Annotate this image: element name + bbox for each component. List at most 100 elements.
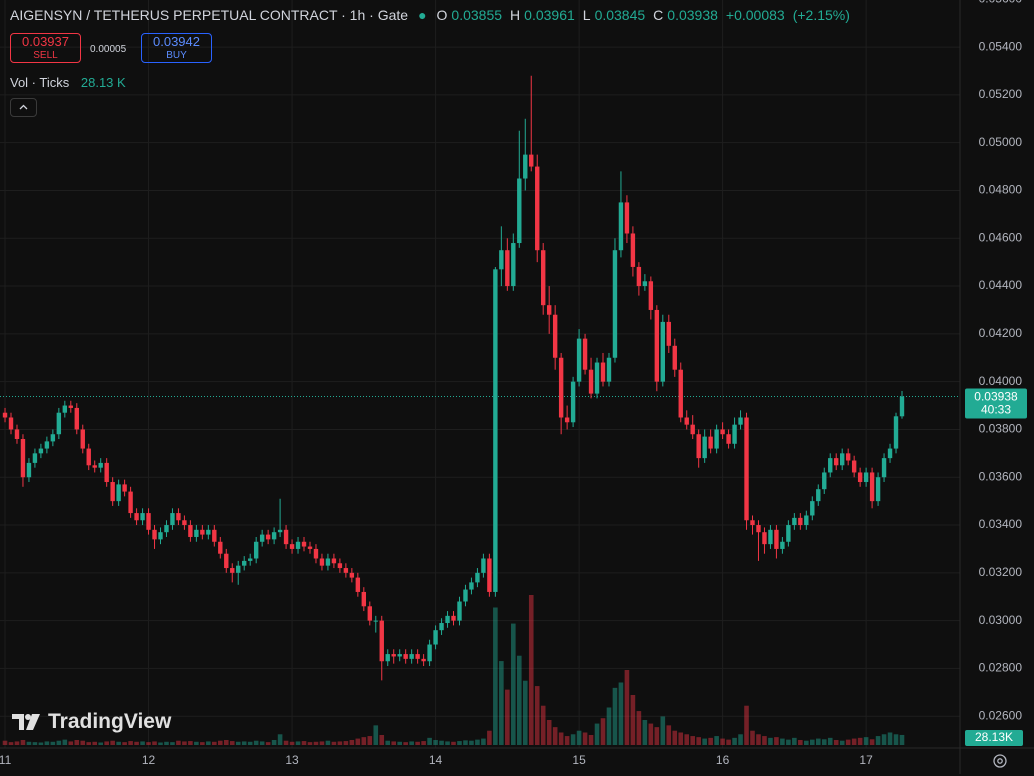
volume-bar — [672, 730, 678, 745]
volume-bar — [62, 739, 68, 745]
candle-body — [756, 525, 761, 533]
ohlc-value: 0.03961 — [524, 7, 575, 23]
candle-body — [188, 525, 193, 537]
candle-body — [642, 281, 648, 287]
volume-bar — [875, 736, 881, 745]
volume-bar — [780, 738, 785, 745]
volume-bar — [582, 732, 588, 745]
volume-bar — [732, 737, 737, 745]
volume-bar — [558, 732, 564, 745]
candle-body — [529, 154, 534, 167]
volume-bar — [522, 680, 528, 745]
volume-legend: Vol · Ticks 28.13 K — [10, 75, 126, 90]
volume-bar — [271, 740, 277, 745]
volume-bar — [475, 739, 480, 745]
countdown: 40:33 — [981, 403, 1011, 417]
candle-body — [182, 520, 187, 526]
volume-bar — [295, 741, 301, 745]
volume-bar — [815, 738, 821, 745]
buy-button[interactable]: 0.03942 BUY — [141, 33, 212, 63]
candle-body — [397, 654, 402, 657]
legend-header: AIGENSYN / TETHERUS PERPETUAL CONTRACT ·… — [10, 7, 854, 23]
collapse-button[interactable] — [10, 98, 37, 117]
candle-body — [678, 369, 683, 418]
candle-body — [152, 529, 157, 540]
candle-body — [630, 233, 636, 267]
volume-bar — [642, 720, 648, 745]
candle-body — [768, 529, 773, 545]
candle-body — [511, 243, 516, 287]
volume-bar — [379, 735, 385, 745]
candle-body — [469, 582, 474, 590]
y-tick-label: 0.02600 — [979, 708, 1023, 722]
y-tick-label: 0.03000 — [979, 613, 1023, 627]
ohlc-label: L — [582, 7, 591, 23]
volume-bar — [720, 738, 725, 745]
candle-body — [517, 178, 522, 244]
volume-bar — [499, 661, 504, 745]
candle-body — [158, 532, 163, 540]
ohlc-label: H — [510, 7, 521, 23]
volume-bar — [804, 740, 809, 745]
volume-bar — [750, 730, 755, 745]
y-tick-label: 0.05600 — [979, 0, 1023, 5]
volume-bar — [158, 742, 163, 745]
volume-bar — [493, 607, 498, 745]
candle-body — [134, 513, 139, 521]
candle-body — [391, 654, 396, 657]
candle-body — [564, 417, 570, 423]
candle-body — [62, 405, 68, 413]
volume-bar — [325, 740, 331, 745]
volume-bar — [20, 740, 26, 745]
volume-bar — [469, 740, 474, 745]
candle-body — [319, 558, 325, 566]
candle-body — [176, 513, 181, 521]
candle-body — [546, 305, 552, 315]
sell-button[interactable]: 0.03937 SELL — [10, 33, 81, 63]
candle-body — [672, 345, 677, 370]
volume-bar — [552, 727, 558, 745]
candle-body — [146, 513, 151, 530]
candle-body — [289, 544, 295, 549]
candle-body — [541, 250, 546, 306]
candle-body — [212, 529, 217, 542]
y-tick-label: 0.04800 — [979, 183, 1023, 197]
volume-bar — [385, 740, 391, 745]
candle-body — [845, 453, 851, 461]
candle-body — [594, 362, 600, 394]
candle-body — [881, 458, 887, 478]
volume-title: Vol · Ticks — [10, 75, 70, 90]
volume-bar — [98, 742, 104, 745]
volume-bar — [839, 740, 845, 745]
candle-body — [660, 321, 666, 382]
x-tick-label: 11 — [0, 753, 12, 767]
volume-bar — [122, 742, 127, 745]
volume-bar — [857, 737, 863, 745]
volume-bar — [714, 736, 719, 745]
volume-bar — [612, 687, 618, 745]
candle-body — [780, 541, 785, 549]
volume-bar — [833, 740, 839, 745]
candle-body — [325, 558, 331, 566]
price-label-value: 0.03938 — [974, 390, 1018, 404]
volume-bar — [343, 741, 349, 745]
candle-body — [349, 572, 355, 578]
volume-bar — [762, 736, 767, 745]
x-tick-label: 17 — [859, 753, 873, 767]
volume-bar — [684, 734, 690, 745]
volume-bar — [546, 720, 552, 745]
candle-body — [696, 434, 701, 459]
ohlc-value: 0.03938 — [667, 7, 718, 23]
volume-bar — [146, 742, 151, 745]
candle-body — [451, 615, 456, 621]
volume-bar — [86, 742, 92, 745]
volume-bar — [355, 738, 361, 745]
settings-button[interactable] — [990, 751, 1010, 771]
candle-body — [570, 381, 576, 423]
candle-body — [110, 482, 115, 502]
candle-body — [104, 462, 109, 483]
volume-bar — [863, 737, 869, 745]
volume-bar — [2, 740, 8, 745]
candle-body — [56, 412, 62, 435]
candle-body — [8, 417, 14, 430]
